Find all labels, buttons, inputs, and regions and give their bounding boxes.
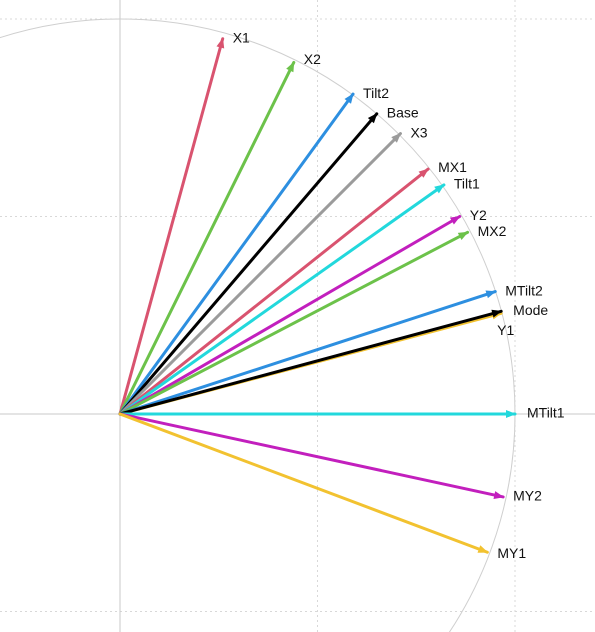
vector-label-y2: Y2 [470, 207, 487, 223]
vector-label-x1: X1 [233, 29, 250, 45]
vector-line-my2 [118, 412, 505, 499]
vector-label-mtilt1: MTilt1 [527, 405, 565, 421]
vector-line-mode [118, 309, 503, 416]
vector-label-y1: Y1 [497, 322, 514, 338]
vector-arrowhead-x3 [391, 132, 402, 143]
vector-arrowhead-my2 [493, 491, 505, 499]
vector-layer [118, 37, 517, 554]
vector-arrowhead-x2 [286, 61, 295, 73]
vector-label-my2: MY2 [513, 488, 542, 504]
vector-label-mx1: MX1 [438, 159, 467, 175]
vector-arrowhead-tilt2 [344, 93, 354, 104]
unit-circle [0, 18, 516, 632]
vector-arrowhead-base [367, 113, 378, 124]
vector-arrowhead-y2 [449, 216, 461, 225]
vector-line-my1 [118, 412, 489, 554]
vector-line-x1 [118, 37, 225, 416]
vector-arrowhead-mtilt2 [485, 290, 497, 299]
vector-arrowhead-mode [491, 309, 503, 318]
vector-arrowhead-mx1 [418, 168, 429, 178]
vector-line-y2 [118, 215, 462, 416]
vector-arrowhead-my1 [477, 545, 489, 553]
vector-label-my1: MY1 [497, 545, 526, 561]
vector-line-mx1 [118, 167, 430, 416]
vector-line-mx2 [118, 230, 470, 416]
vector-arrowhead-x1 [216, 37, 225, 49]
vector-line-x2 [118, 60, 296, 416]
vector-label-base: Base [387, 105, 419, 121]
vector-line-tilt1 [118, 183, 446, 416]
vector-line-tilt2 [118, 92, 355, 416]
vector-arrowhead-tilt1 [434, 184, 445, 194]
vector-label-mx2: MX2 [478, 223, 507, 239]
vector-arrowhead-mx2 [457, 231, 469, 240]
vector-label-x3: X3 [410, 124, 427, 140]
vector-label-x2: X2 [304, 51, 321, 67]
vector-line-x3 [118, 132, 402, 416]
vector-line-mtilt2 [118, 290, 497, 416]
vector-arrowhead-mtilt1 [506, 410, 516, 418]
vector-line-base [118, 112, 379, 416]
vector-label-mode: Mode [513, 302, 548, 318]
vector-label-mtilt2: MTilt2 [505, 282, 543, 298]
vector-label-tilt2: Tilt2 [363, 85, 389, 101]
unit-circle-layer [0, 18, 516, 632]
vector-label-tilt1: Tilt1 [454, 176, 480, 192]
